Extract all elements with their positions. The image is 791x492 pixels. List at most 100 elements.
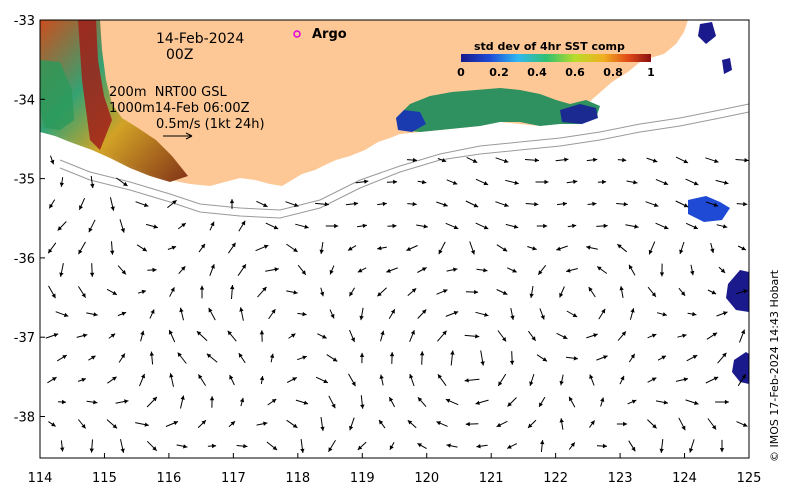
- y-axis: -33 -34 -35 -36 -37 -38: [14, 14, 45, 426]
- current-vector-arrow: [378, 419, 386, 429]
- current-vector-arrow: [196, 330, 208, 342]
- current-vector-arrow: [645, 201, 659, 207]
- current-vector-arrow: [168, 329, 176, 343]
- colorbar-tick-label: 1: [647, 66, 655, 79]
- current-vector-arrow: [675, 377, 689, 382]
- current-vector-arrow: [48, 285, 56, 299]
- current-vector-arrow: [586, 157, 598, 162]
- current-vector-arrow: [586, 333, 598, 339]
- current-vector-arrow: [539, 308, 545, 320]
- current-vector-arrow: [269, 353, 275, 363]
- current-vector-arrow: [76, 333, 88, 338]
- sst-patch-west-core: [78, 20, 112, 150]
- current-vector-arrow: [147, 267, 157, 273]
- current-vector-arrow: [177, 222, 187, 230]
- current-vector-arrow: [348, 373, 356, 387]
- current-vector-arrow: [136, 244, 148, 252]
- current-vector-arrow: [737, 245, 747, 251]
- current-vector-arrow: [619, 375, 625, 385]
- colorbar-ticks: 0 0.2 0.4 0.6 0.8 1: [457, 66, 655, 79]
- current-vector-arrow: [50, 155, 55, 165]
- current-vector-arrow: [537, 264, 547, 276]
- current-vector-arrow: [88, 355, 96, 361]
- current-vector-arrow: [145, 223, 159, 229]
- current-vector-arrow: [389, 352, 395, 364]
- current-vector-arrow: [140, 330, 145, 342]
- x-tick-label: 117: [221, 471, 246, 486]
- sst-patch-east-2: [726, 270, 749, 312]
- current-vector-arrow: [566, 310, 578, 318]
- date-line2: 00Z: [166, 47, 193, 63]
- current-vector-arrow: [48, 421, 56, 427]
- current-vector-arrow: [207, 443, 217, 449]
- argo-marker-icon: [293, 30, 301, 38]
- y-tick-label: -33: [14, 14, 35, 29]
- current-vector-arrow: [736, 289, 748, 295]
- current-vector-arrow: [109, 197, 115, 211]
- current-vector-arrow: [57, 221, 67, 231]
- current-vector-arrow: [507, 397, 517, 407]
- current-vector-arrow: [718, 266, 726, 274]
- current-vector-arrow: [659, 439, 664, 453]
- y-tick-label: -35: [14, 173, 35, 188]
- current-vector-arrow: [197, 374, 207, 386]
- current-vector-arrow: [88, 219, 96, 233]
- current-vector-arrow: [436, 289, 448, 295]
- current-vector-arrow: [626, 180, 638, 185]
- current-vector-arrow: [559, 286, 565, 298]
- current-vector-arrow: [208, 307, 216, 321]
- current-vector-arrow: [325, 223, 339, 229]
- current-vector-arrow: [328, 440, 336, 452]
- sst-patch-ne-dots: [698, 22, 732, 74]
- current-vector-arrow: [377, 246, 387, 251]
- current-vector-arrow: [445, 311, 459, 317]
- current-vector-arrow: [417, 267, 427, 273]
- current-vector-arrow: [469, 241, 475, 255]
- current-vector-arrow: [239, 397, 245, 407]
- current-vector-arrow: [165, 421, 179, 427]
- current-vector-arrow: [705, 376, 719, 384]
- current-vector-arrow: [416, 224, 428, 229]
- current-vector-arrow: [536, 223, 548, 229]
- x-tick-label: 119: [350, 471, 375, 486]
- current-vector-arrow: [359, 352, 365, 364]
- y-tick-label: -38: [14, 411, 35, 426]
- current-vector-arrow: [320, 287, 325, 297]
- y-tick-label: -34: [14, 93, 35, 108]
- current-vectors: [45, 155, 749, 453]
- current-vector-arrow: [178, 265, 186, 275]
- current-vector-arrow: [359, 307, 364, 321]
- sst-patch-west-green: [40, 60, 74, 130]
- current-vector-arrow: [566, 179, 578, 184]
- x-tick-label: 122: [543, 471, 568, 486]
- current-vector-arrow: [598, 308, 606, 320]
- current-vector-arrow: [167, 199, 177, 209]
- current-vector-arrow: [678, 417, 686, 431]
- current-vector-arrow: [116, 177, 128, 187]
- current-vector-arrow: [706, 332, 718, 340]
- current-vector-arrow: [596, 355, 608, 361]
- current-vector-arrow: [465, 421, 479, 427]
- current-vector-arrow: [625, 224, 639, 229]
- current-vector-arrow: [209, 221, 215, 231]
- current-vector-arrow: [78, 241, 86, 255]
- isobath-line2: 1000m14-Feb 06:00Z: [109, 101, 250, 116]
- current-vector-arrow: [675, 156, 689, 164]
- x-tick-label: 125: [737, 471, 762, 486]
- isobath-200m: [59, 103, 749, 211]
- current-vector-arrow: [464, 378, 480, 383]
- current-vector-arrow: [47, 242, 57, 254]
- x-tick-label: 124: [672, 471, 697, 486]
- current-vector-arrow: [48, 199, 56, 209]
- current-vector-arrow: [255, 244, 269, 252]
- current-vector-arrow: [655, 400, 669, 405]
- current-vector-arrow: [110, 241, 115, 255]
- sst-patch-west: [40, 20, 188, 182]
- current-vector-arrow: [78, 419, 86, 429]
- current-vector-arrow: [497, 330, 507, 342]
- current-vector-arrow: [540, 440, 545, 452]
- current-vector-arrow: [146, 396, 158, 408]
- current-vector-arrow: [617, 331, 627, 341]
- current-vector-arrow: [259, 330, 265, 342]
- current-vector-arrow: [179, 307, 184, 321]
